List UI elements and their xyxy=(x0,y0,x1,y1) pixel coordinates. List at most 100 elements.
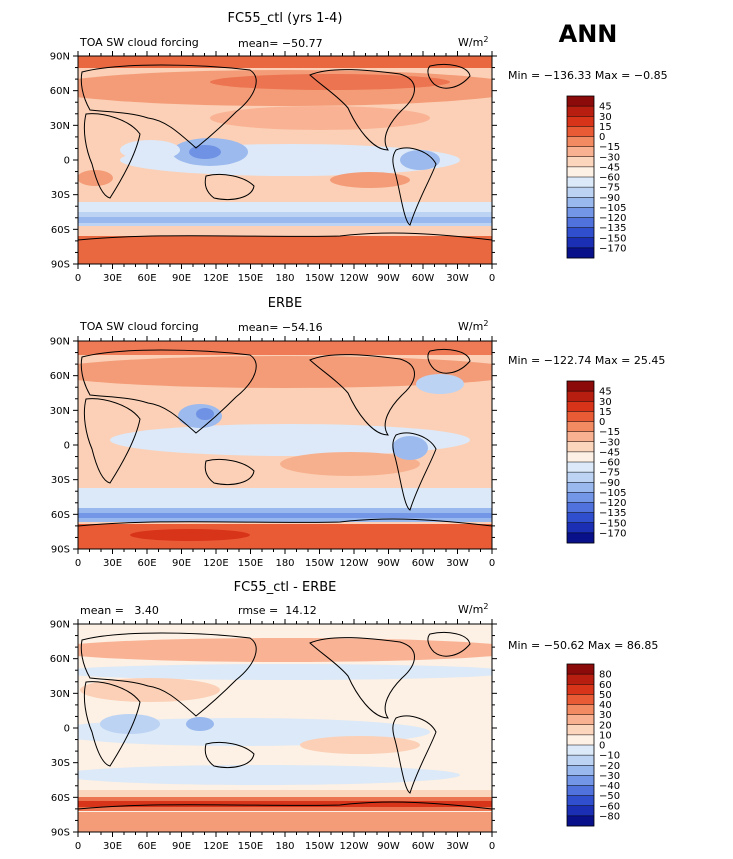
greenland-outline xyxy=(427,631,471,657)
map-field xyxy=(78,624,492,832)
colorbar-level-label: −80 xyxy=(599,811,620,822)
minmax-label: Min = −136.33 Max = −0.85 xyxy=(508,69,668,82)
colorbar-level-label: 15 xyxy=(599,407,612,418)
amazon-blue xyxy=(400,150,440,170)
y-tick-label: 30N xyxy=(50,689,70,700)
colorbar-swatch xyxy=(567,381,594,392)
colorbar-swatch xyxy=(567,664,594,675)
units-label: W/m2 xyxy=(458,319,488,333)
colorbar-level-label: 30 xyxy=(599,112,612,123)
x-tick-label: 90W xyxy=(377,558,400,569)
north-america-outline xyxy=(309,69,415,151)
x-tick-label: 30E xyxy=(103,273,122,284)
stratocumulus-pacific xyxy=(280,452,420,476)
antarctic-band xyxy=(78,236,492,264)
antarctica-outline xyxy=(78,801,492,810)
colorbar-swatch xyxy=(567,441,594,453)
x-tick-label: 60E xyxy=(137,558,156,569)
season-label: ANN xyxy=(559,20,618,48)
colorbar-swatch xyxy=(567,227,594,239)
colorbar: 4530150−15−30−45−60−75−90−105−120−135−15… xyxy=(566,380,626,544)
colorbar-level-label: −75 xyxy=(599,468,620,479)
nh-blue-band xyxy=(78,664,492,680)
colorbar-swatch xyxy=(567,755,594,766)
x-tick-label: 120E xyxy=(203,558,228,569)
tropical-pacific-blue xyxy=(110,424,470,456)
colorbar-level-label: −60 xyxy=(599,458,620,469)
x-tick-label: 120E xyxy=(203,273,228,284)
nh-storm-band-core xyxy=(210,74,450,90)
colorbar-level-label: −10 xyxy=(599,751,620,762)
colorbar-swatch xyxy=(567,472,594,483)
colorbar-swatch xyxy=(567,431,594,443)
panel-title: FC55_ctl - ERBE xyxy=(234,580,337,595)
x-tick-label: 60E xyxy=(137,273,156,284)
sh-midlat-blue xyxy=(78,488,492,508)
y-tick-label: 30S xyxy=(51,475,70,486)
colorbar-swatch xyxy=(567,187,594,198)
map-field xyxy=(78,56,492,264)
greenland-outline xyxy=(427,348,471,374)
panel-model: FC55_ctl (yrs 1-4) TOA SW cloud forcing … xyxy=(50,11,668,284)
colorbar-level-label: −75 xyxy=(599,183,620,194)
australia-outline xyxy=(204,173,255,200)
x-tick-label: 120W xyxy=(340,841,369,852)
x-tick-label: 120E xyxy=(203,841,228,852)
colorbar-swatch xyxy=(567,785,594,796)
south-america-outline xyxy=(392,715,437,794)
sh-storm-core xyxy=(78,801,492,807)
north-america-outline xyxy=(309,354,415,436)
y-tick-label: 90S xyxy=(51,828,70,839)
colorbar-swatch xyxy=(567,451,594,463)
y-tick-label: 60S xyxy=(51,225,70,236)
panel-difference: FC55_ctl - ERBE mean = 3.40 rmse = 14.12… xyxy=(50,580,659,852)
colorbar-level-label: 45 xyxy=(599,102,612,113)
colorbar-level-label: −20 xyxy=(599,761,620,772)
greenland-outline xyxy=(427,63,471,89)
y-tick-label: 60S xyxy=(51,793,70,804)
x-tick-label: 0 xyxy=(75,841,81,852)
eurasia-outline xyxy=(80,64,257,149)
stratocumulus-namibia xyxy=(78,170,113,186)
colorbar-swatch xyxy=(567,462,594,473)
colorbar-level-label: 50 xyxy=(599,690,612,701)
colorbar-swatch xyxy=(567,106,594,117)
y-tick-label: 30N xyxy=(50,406,70,417)
arctic-band xyxy=(78,341,492,355)
colorbar-swatch xyxy=(567,502,594,513)
y-tick-label: 90N xyxy=(50,52,70,63)
y-tick-label: 90N xyxy=(50,337,70,348)
colorbar-level-label: −135 xyxy=(599,223,626,234)
panel-mean-label: mean = 3.40 xyxy=(80,604,159,617)
colorbar-swatch xyxy=(567,795,594,807)
panel-mean-label: mean= −54.16 xyxy=(238,321,323,334)
axis-ticks: 0 30E 60E 90E 120E 150E 180 150W 120W 90W 60W 30W 09… xyxy=(50,619,497,852)
x-tick-label: 150W xyxy=(305,558,334,569)
n-pacific-cloud xyxy=(210,106,430,130)
colorbar-level-label: 0 xyxy=(599,417,605,428)
colorbar-level-label: −120 xyxy=(599,498,626,509)
colorbar-swatch xyxy=(567,522,594,534)
colorbar-level-label: 45 xyxy=(599,387,612,398)
colorbar-swatch xyxy=(567,492,594,503)
australia-outline xyxy=(204,458,255,485)
x-tick-label: 60E xyxy=(137,841,156,852)
north-america-outline xyxy=(309,637,415,719)
colorbar-swatch xyxy=(567,714,594,726)
x-tick-label: 150W xyxy=(305,273,334,284)
colorbar-swatch xyxy=(567,126,594,137)
colorbar-swatch xyxy=(567,512,594,524)
x-tick-label: 90E xyxy=(172,273,191,284)
antarctic-core xyxy=(130,529,250,541)
colorbar-swatch xyxy=(567,724,594,736)
colorbar-swatch xyxy=(567,156,594,168)
y-tick-label: 30N xyxy=(50,121,70,132)
warm-pool-core xyxy=(196,408,214,420)
colorbar-level-label: −50 xyxy=(599,791,620,802)
australia-outline xyxy=(204,741,255,768)
map-field xyxy=(78,341,492,549)
colorbar-swatch xyxy=(567,401,594,412)
east-pacific-positive xyxy=(300,736,420,754)
colorbar-level-label: −30 xyxy=(599,437,620,448)
